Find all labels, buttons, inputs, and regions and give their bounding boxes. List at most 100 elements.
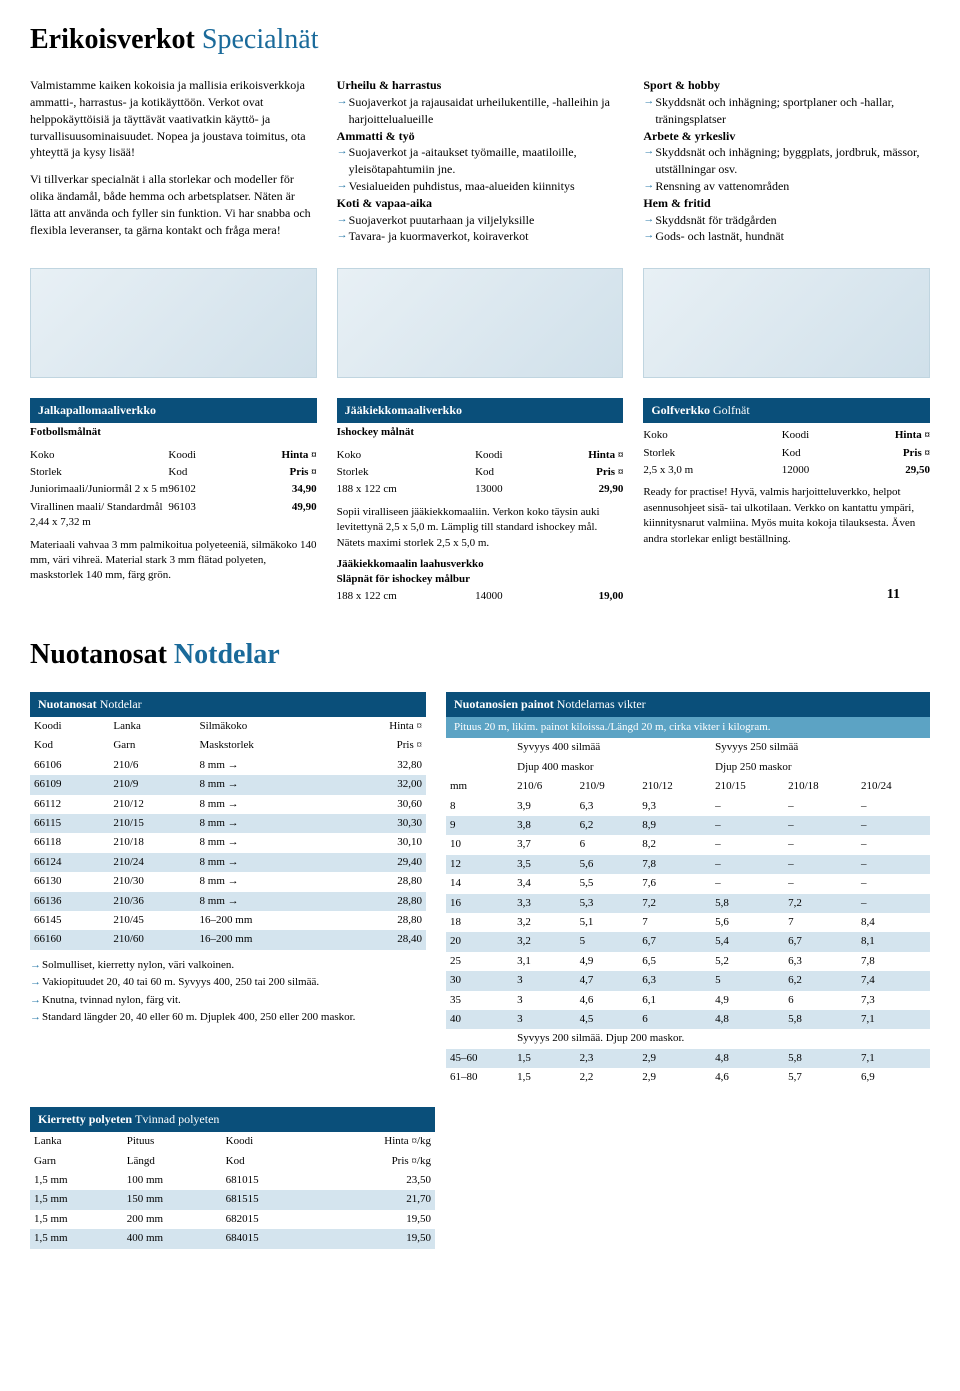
intro-col-2: Urheilu & harrastus Suojaverkot ja rajau…	[337, 77, 624, 248]
c: 188 x 122 cm	[337, 589, 475, 604]
c: 13000	[475, 482, 554, 497]
intro-columns: Valmistamme kaiken kokoisia ja mallisia …	[30, 77, 930, 248]
h: Djup 250 maskor	[711, 758, 930, 777]
t: Golfnät	[713, 403, 750, 417]
tbl-sub: Pituus 20 m, likim. painot kiloissa./Län…	[446, 717, 930, 738]
c: 188 x 122 cm	[337, 482, 475, 497]
prod-sub: Ishockey målnät	[337, 423, 624, 446]
b: Skyddsnät för trädgården	[643, 212, 930, 229]
c: 29,90	[554, 482, 623, 497]
b: Skyddsnät och inhägning; byggplats, jord…	[643, 144, 930, 178]
c: 14000	[475, 589, 554, 604]
page-title: Erikoisverkot Specialnät	[30, 20, 930, 59]
c: 12000	[782, 463, 861, 478]
t: Kierretty polyeten	[38, 1112, 132, 1126]
table-polyeten: Kierretty polyeten Tvinnad polyeten Lank…	[30, 1107, 435, 1248]
section2-title: Nuotanosat Notdelar	[30, 635, 930, 674]
intro-p2: Vi tillverkar specialnät i alla storleka…	[30, 171, 317, 238]
note: Sopii viralliseen jääkiekkomaaliin. Verk…	[337, 505, 624, 551]
tbl-title: Nuotanosien painot Notdelarnas vikter	[446, 692, 930, 717]
h: Koodi	[782, 428, 861, 443]
illustration-row	[30, 268, 930, 378]
product-golf: Golfverkko Golfnät KokoKoodiHinta ¤ Stor…	[643, 398, 930, 605]
t: Nuotanosat	[38, 697, 97, 711]
h: Hinta ¤	[554, 448, 623, 463]
golf-net-image	[643, 268, 930, 378]
title-sv: Specialnät	[202, 24, 319, 55]
h: Pituus	[123, 1132, 222, 1151]
t2-fi: Nuotanosat	[30, 639, 167, 670]
note: Ready for practise! Hyvä, valmis harjoit…	[643, 485, 930, 547]
b: Rensning av vattenområden	[643, 178, 930, 195]
nuotanosat-table: KoodiLankaSilmäkokoHinta ¤ KodGarnMaskst…	[30, 717, 426, 950]
product-hockey: Jääkiekkomaaliverkko Ishockey målnät Kok…	[337, 398, 624, 605]
h: Kod	[222, 1152, 313, 1171]
h: Kod	[30, 736, 109, 755]
sub3: Släpnät för ishockey målbur	[337, 572, 624, 587]
page-number: 11	[887, 585, 900, 605]
b: Suojaverkot ja -aitaukset työmaille, maa…	[337, 144, 624, 178]
c: 49,90	[247, 500, 316, 531]
b: Tavara- ja kuormaverkot, koiraverkot	[337, 228, 624, 245]
h: Kod	[475, 465, 554, 480]
h: Koodi	[30, 717, 109, 736]
prod-title: Jalkapallomaaliverkko	[30, 398, 317, 423]
c: 2,5 x 3,0 m	[643, 463, 781, 478]
c: Virallinen maali/ Standardmål 2,44 x 7,3…	[30, 500, 168, 531]
h: Längd	[123, 1152, 222, 1171]
h: Pris ¤	[247, 465, 316, 480]
b: Suojaverkot puutarhaan ja viljelyksille	[337, 212, 624, 229]
h: Djup 400 maskor	[513, 758, 711, 777]
h: Garn	[30, 1152, 123, 1171]
h: Kod	[782, 446, 861, 461]
h: Syvyys 250 silmää	[711, 738, 930, 757]
c: Juniorimaali/Juniormål 2 x 5 m	[30, 482, 168, 497]
tbl-title: Kierretty polyeten Tvinnad polyeten	[30, 1107, 435, 1132]
h: Koti & vapaa-aika	[337, 195, 624, 212]
t2-sv: Notdelar	[174, 639, 280, 670]
t: Notdelarnas vikter	[557, 697, 646, 711]
h: Kod	[168, 465, 247, 480]
h: Lanka	[30, 1132, 123, 1151]
t: Golfverkko	[651, 403, 710, 417]
prod-title: Golfverkko Golfnät	[643, 398, 930, 423]
h: Storlek	[337, 465, 475, 480]
goal-net-image	[30, 268, 317, 378]
b: Skyddsnät och inhägning; sportplaner och…	[643, 94, 930, 128]
prod-sub: Fotbollsmålnät	[30, 423, 317, 446]
h: Hinta ¤	[861, 428, 930, 443]
note: Materiaali vahvaa 3 mm palmikoitua polye…	[30, 538, 317, 584]
title-fi: Erikoisverkot	[30, 24, 195, 55]
hockey-net-image	[337, 268, 624, 378]
t: Notdelar	[100, 697, 142, 711]
h: Pris ¤	[335, 736, 426, 755]
h: Silmäkoko	[196, 717, 335, 736]
t: Nuotanosien painot	[454, 697, 554, 711]
h: Koodi	[222, 1132, 313, 1151]
intro-col-3: Sport & hobby Skyddsnät och inhägning; s…	[643, 77, 930, 248]
h: Sport & hobby	[643, 77, 930, 94]
h: Koodi	[475, 448, 554, 463]
intro-col-1: Valmistamme kaiken kokoisia ja mallisia …	[30, 77, 317, 248]
painot-table: Syvyys 400 silmääSyvyys 250 silmää Djup …	[446, 738, 930, 1087]
h: Syvyys 400 silmää	[513, 738, 711, 757]
b: Vesialueiden puhdistus, maa-alueiden kii…	[337, 178, 624, 195]
h: Hem & fritid	[643, 195, 930, 212]
c: 19,00	[554, 589, 623, 604]
h: Hinta ¤/kg	[313, 1132, 435, 1151]
h: Maskstorlek	[196, 736, 335, 755]
h: Koodi	[168, 448, 247, 463]
tables-row: Nuotanosat Notdelar KoodiLankaSilmäkokoH…	[30, 692, 930, 1087]
h: Pris ¤	[554, 465, 623, 480]
t: Tvinnad polyeten	[135, 1112, 219, 1126]
fn: Standard längder 20, 40 eller 60 m. Djup…	[30, 1010, 426, 1025]
c: 34,90	[247, 482, 316, 497]
c: 96103	[168, 500, 247, 531]
table-nuotanosat: Nuotanosat Notdelar KoodiLankaSilmäkokoH…	[30, 692, 426, 1027]
h: Koko	[30, 448, 168, 463]
b: Gods- och lastnät, hundnät	[643, 228, 930, 245]
footnotes: Solmulliset, kierretty nylon, väri valko…	[30, 958, 426, 1026]
h: Hinta ¤	[335, 717, 426, 736]
b: Suojaverkot ja rajausaidat urheilukentil…	[337, 94, 624, 128]
h: Pris ¤	[861, 446, 930, 461]
